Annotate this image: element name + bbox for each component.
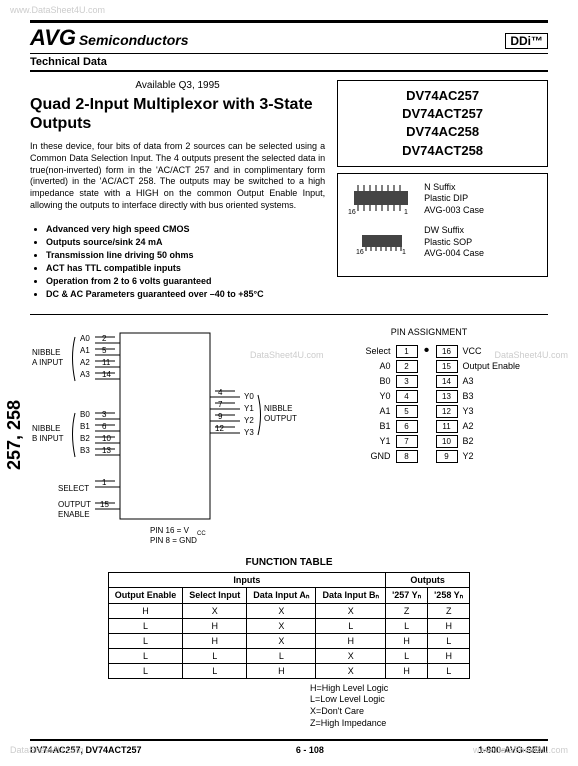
block-diagram: A02 A15 A211 A314 NIBBLEA INPUT B03 B16 … <box>30 327 300 547</box>
feature-item: ACT has TTL compatible inputs <box>46 263 325 273</box>
features-list: Advanced very high speed CMOS Outputs so… <box>46 224 325 299</box>
svg-text:7: 7 <box>218 400 223 409</box>
svg-text:1: 1 <box>404 209 408 215</box>
watermark-br: www.DataSheet4U.com <box>473 745 568 755</box>
svg-text:11: 11 <box>102 358 111 367</box>
svg-text:A0: A0 <box>80 334 90 343</box>
part-numbers-box: DV74AC257 DV74ACT257 DV74AC258 DV74ACT25… <box>337 80 548 167</box>
function-table: Inputs Outputs Output Enable Select Inpu… <box>108 572 471 679</box>
svg-text:NIBBLE: NIBBLE <box>264 404 292 413</box>
part-number: DV74ACT257 <box>344 105 541 123</box>
svg-text:6: 6 <box>102 422 107 431</box>
pin-assignment-title: PIN ASSIGNMENT <box>310 327 548 337</box>
svg-text:NIBBLE: NIBBLE <box>32 348 60 357</box>
col-header: Data Input Bₙ <box>316 587 386 603</box>
svg-text:OUTPUT: OUTPUT <box>264 414 297 423</box>
brand-name: AVG <box>30 25 76 50</box>
feature-item: Advanced very high speed CMOS <box>46 224 325 234</box>
svg-text:OUTPUT: OUTPUT <box>58 500 91 509</box>
svg-text:Y1: Y1 <box>244 404 254 413</box>
legend-item: H=High Level Logic <box>310 683 548 695</box>
col-header: Select Input <box>183 587 247 603</box>
svg-text:B0: B0 <box>80 410 90 419</box>
feature-item: Operation from 2 to 6 volts guaranteed <box>46 276 325 286</box>
svg-text:12: 12 <box>215 424 224 433</box>
footer-center: 6 - 108 <box>296 745 324 755</box>
package-row-dip: 16 1 N Suffix Plastic DIP AVG-003 Case <box>346 182 539 217</box>
side-label: 257, 258 <box>4 400 25 470</box>
svg-text:16: 16 <box>356 249 364 255</box>
svg-text:B3: B3 <box>80 446 90 455</box>
function-table-title: FUNCTION TABLE <box>30 557 548 568</box>
availability-text: Available Q3, 1995 <box>30 80 325 91</box>
description-text: In these device, four bits of data from … <box>30 141 325 211</box>
col-header: '257 Yₙ <box>386 587 428 603</box>
svg-text:5: 5 <box>102 346 107 355</box>
svg-text:Y0: Y0 <box>244 392 254 401</box>
page-footer: DV74AC257, DV74ACT257 6 - 108 1-800-AVG-… <box>30 739 548 755</box>
feature-item: Outputs source/sink 24 mA <box>46 237 325 247</box>
product-title: Quad 2-Input Multiplexor with 3-State Ou… <box>30 95 325 133</box>
brand-subtitle: Semiconductors <box>79 32 189 48</box>
package-row-sop: 16 1 DW Suffix Plastic SOP AVG-004 Case <box>346 225 539 260</box>
svg-text:4: 4 <box>218 388 223 397</box>
col-header: Output Enable <box>108 587 183 603</box>
legend-item: X=Don't Care <box>310 706 548 718</box>
packages-box: 16 1 N Suffix Plastic DIP AVG-003 Case <box>337 173 548 277</box>
header-bar: AVG Semiconductors DDi™ <box>30 20 548 54</box>
svg-text:A2: A2 <box>80 358 90 367</box>
watermark-right: DataSheet4U.com <box>494 350 568 360</box>
watermark-url: www.DataSheet4U.com <box>10 5 105 15</box>
part-number: DV74ACT258 <box>344 142 541 160</box>
legend-item: L=Low Level Logic <box>310 694 548 706</box>
svg-text:16: 16 <box>348 209 356 215</box>
inputs-header: Inputs <box>108 572 385 587</box>
svg-text:B1: B1 <box>80 422 90 431</box>
svg-text:CC: CC <box>197 531 206 537</box>
outputs-header: Outputs <box>386 572 470 587</box>
svg-text:1: 1 <box>102 478 107 487</box>
feature-item: DC & AC Parameters guaranteed over –40 t… <box>46 289 325 299</box>
part-number: DV74AC257 <box>344 87 541 105</box>
col-header: Data Input Aₙ <box>247 587 316 603</box>
svg-text:A3: A3 <box>80 370 90 379</box>
legend-item: Z=High Impedance <box>310 718 548 730</box>
svg-text:Y3: Y3 <box>244 428 254 437</box>
part-number: DV74AC258 <box>344 123 541 141</box>
watermark-bl: DataSheet4U.com <box>10 745 84 755</box>
dip-package-icon: 16 1 <box>346 183 416 215</box>
corner-logo: DDi™ <box>505 33 548 49</box>
svg-text:10: 10 <box>102 434 111 443</box>
svg-text:14: 14 <box>102 370 111 379</box>
col-header: '258 Yₙ <box>428 587 470 603</box>
package-type: Plastic SOP <box>424 237 484 249</box>
feature-item: Transmission line driving 50 ohms <box>46 250 325 260</box>
svg-text:B INPUT: B INPUT <box>32 434 64 443</box>
package-suffix: N Suffix <box>424 182 484 194</box>
svg-text:13: 13 <box>102 446 111 455</box>
svg-text:15: 15 <box>100 500 109 509</box>
package-case: AVG-003 Case <box>424 205 484 217</box>
package-suffix: DW Suffix <box>424 225 484 237</box>
svg-text:PIN 16 = V: PIN 16 = V <box>150 526 190 535</box>
svg-text:A1: A1 <box>80 346 90 355</box>
svg-text:1: 1 <box>402 249 406 255</box>
package-type: Plastic DIP <box>424 193 484 205</box>
svg-text:A INPUT: A INPUT <box>32 358 63 367</box>
technical-data-label: Technical Data <box>30 54 548 72</box>
svg-text:2: 2 <box>102 334 107 343</box>
svg-text:9: 9 <box>218 412 223 421</box>
svg-text:3: 3 <box>102 410 107 419</box>
svg-text:SELECT: SELECT <box>58 484 89 493</box>
pin-assignment-table: Select1•16VCC A0215Output Enable B0314A3… <box>331 343 528 465</box>
package-case: AVG-004 Case <box>424 248 484 260</box>
svg-text:PIN 8 = GND: PIN 8 = GND <box>150 536 197 545</box>
sop-package-icon: 16 1 <box>346 229 416 255</box>
svg-text:Y2: Y2 <box>244 416 254 425</box>
svg-text:B2: B2 <box>80 434 90 443</box>
svg-text:NIBBLE: NIBBLE <box>32 424 60 433</box>
function-table-legend: H=High Level Logic L=Low Level Logic X=D… <box>310 683 548 730</box>
svg-text:ENABLE: ENABLE <box>58 510 90 519</box>
